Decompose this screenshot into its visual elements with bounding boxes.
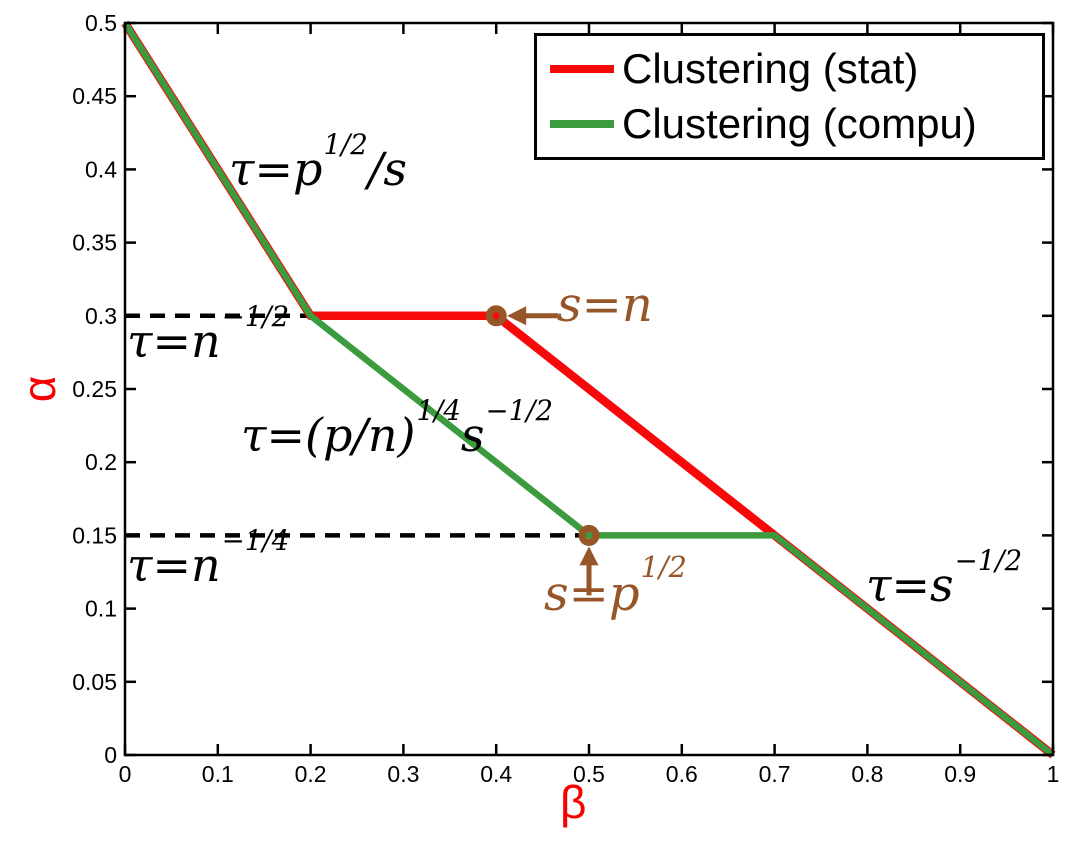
x-tick-label: 0.6 — [666, 761, 698, 787]
y-tick-label: 0.35 — [72, 230, 117, 256]
y-tick-label: 0.5 — [85, 10, 117, 36]
series-line-compu — [122, 21, 1056, 758]
y-tick-label: 0.05 — [72, 669, 117, 695]
legend: Clustering (stat) Clustering (compu) — [534, 33, 1045, 160]
formula-text: τ=p — [229, 142, 323, 196]
x-axis-label: β — [560, 776, 587, 828]
annotation-arrowhead — [507, 306, 527, 326]
annotation-tau-n-neg-quarter: τ=n−1/4 — [127, 526, 289, 593]
formula-text: s — [460, 408, 485, 462]
formula-text: τ=n — [127, 314, 221, 368]
annotation-s-equals-n: s=n — [557, 277, 653, 335]
annotation-tau-sqrtp-over-s: τ=p1/2/s — [229, 130, 407, 197]
formula-superscript: 1/4 — [416, 393, 461, 427]
legend-item-compu: Clustering (compu) — [537, 100, 1042, 148]
formula-superscript: 1/2 — [640, 550, 687, 585]
annotation-arrowhead — [579, 546, 599, 566]
formula-text: τ=n — [127, 538, 221, 592]
point-marker-ring — [485, 305, 507, 327]
x-tick-label: 0.4 — [480, 761, 512, 787]
annotation-tau-pn-quarter-s-neg-half: τ=(p/n)1/4s−1/2 — [241, 396, 553, 463]
x-tick-label: 0.5 — [573, 761, 605, 787]
formula-text: τ=(p/n) — [241, 408, 416, 462]
legend-label-stat: Clustering (stat) — [622, 44, 919, 92]
formula-text: s=n — [557, 277, 653, 333]
y-tick-label: 0.1 — [85, 596, 117, 622]
legend-line-sample-compu — [550, 120, 614, 129]
x-tick-label: 0 — [119, 761, 132, 787]
formula-superscript: 1/2 — [323, 127, 368, 161]
x-tick-label: 0.9 — [944, 761, 976, 787]
legend-label-compu: Clustering (compu) — [622, 100, 977, 148]
formula-superscript: −1/2 — [954, 543, 1023, 577]
x-tick-label: 0.1 — [202, 761, 234, 787]
y-tick-label: 0.15 — [72, 522, 117, 548]
annotation-s-equals-sqrt-p: s=p1/2 — [544, 553, 687, 624]
x-tick-label: 0.8 — [851, 761, 883, 787]
annotation-tau-n-neg-half: τ=n−1/2 — [127, 302, 289, 369]
formula-text: /s — [367, 142, 407, 196]
y-tick-label: 0 — [104, 742, 117, 768]
formula-superscript: −1/2 — [485, 393, 554, 427]
x-tick-label: 0.7 — [759, 761, 791, 787]
x-tick-label: 1 — [1047, 761, 1060, 787]
point-marker-ring — [578, 524, 600, 546]
y-tick-label: 0.3 — [85, 303, 117, 329]
y-tick-label: 0.4 — [85, 156, 117, 182]
legend-line-sample-stat — [550, 64, 614, 73]
formula-superscript: −1/2 — [221, 299, 290, 333]
formula-text: τ=s — [866, 558, 954, 612]
y-tick-label: 0.45 — [72, 83, 117, 109]
formula-text: s=p — [544, 566, 640, 622]
y-tick-label: 0.2 — [85, 449, 117, 475]
formula-superscript: −1/4 — [221, 523, 290, 557]
y-axis-label: α — [13, 375, 66, 403]
y-tick-label: 0.25 — [72, 376, 117, 402]
axes-frame — [123, 21, 1055, 757]
x-tick-label: 0.3 — [387, 761, 419, 787]
legend-item-stat: Clustering (stat) — [537, 45, 1042, 93]
x-tick-label: 0.2 — [295, 761, 327, 787]
annotation-tau-s-neg-half: τ=s−1/2 — [866, 546, 1022, 613]
